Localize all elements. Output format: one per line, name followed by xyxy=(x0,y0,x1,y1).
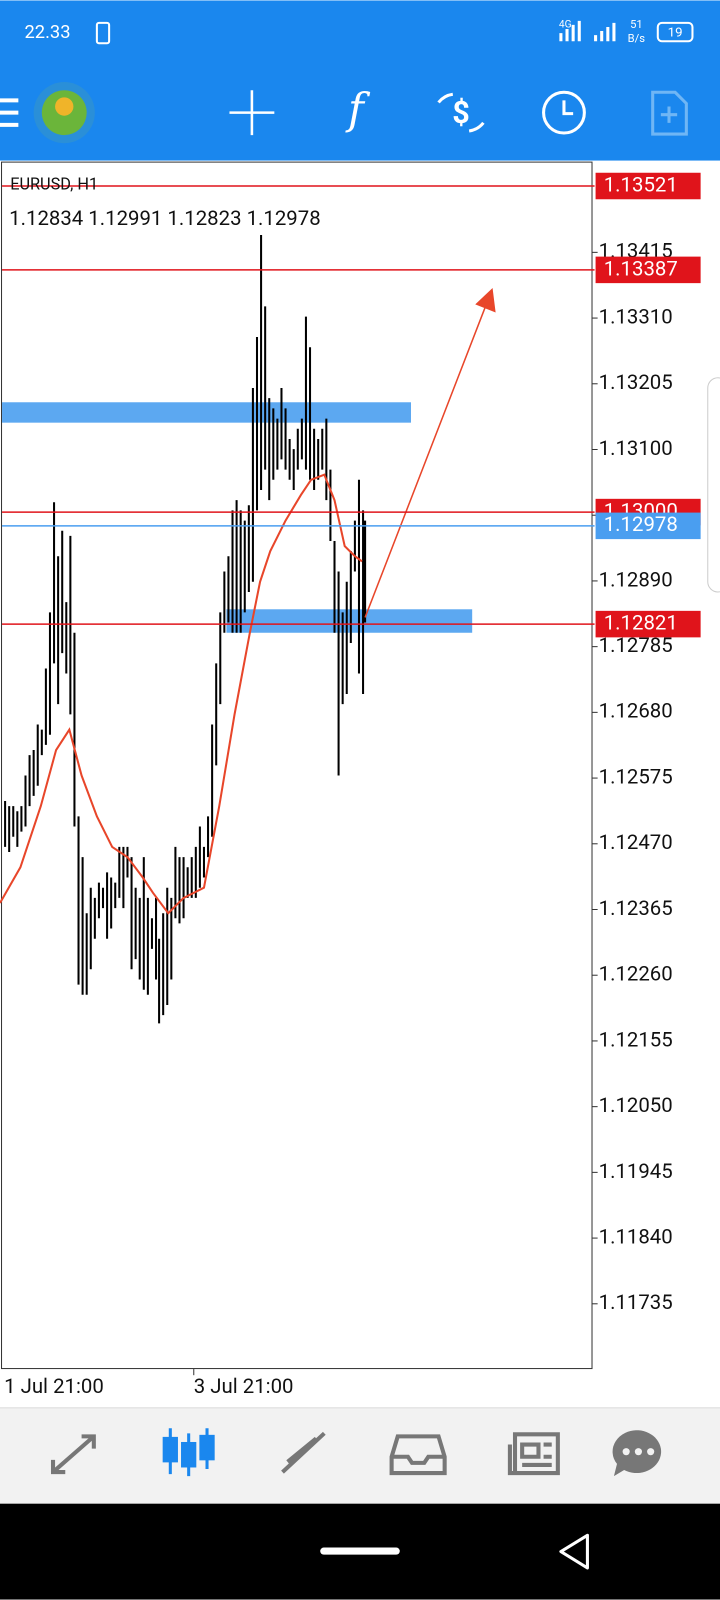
bottom-nav xyxy=(0,1407,720,1504)
history-tab[interactable] xyxy=(389,1434,447,1476)
status-network: 4G xyxy=(559,20,572,31)
level-tag xyxy=(595,512,701,540)
price-label: 1.13100 xyxy=(599,436,673,460)
news-tab[interactable] xyxy=(507,1432,560,1476)
app-bar xyxy=(0,0,720,161)
arrow-head xyxy=(475,288,496,313)
price-label: 1.11840 xyxy=(599,1224,673,1248)
home-button[interactable] xyxy=(320,1547,400,1555)
price-label: 1.12260 xyxy=(599,962,673,986)
time-label: 3 Jul 21:00 xyxy=(194,1374,294,1398)
price-bars xyxy=(4,235,367,1024)
battery-saver-icon xyxy=(95,21,111,45)
price-label: 1.12155 xyxy=(599,1027,673,1051)
level-tag xyxy=(595,256,701,284)
side-handle[interactable] xyxy=(707,377,720,593)
level-label: 1.12821 xyxy=(604,611,678,635)
status-time: 22.33 xyxy=(24,22,70,43)
price-label: 1.12575 xyxy=(599,764,673,788)
new-order-button[interactable] xyxy=(651,90,688,136)
chart-tab[interactable] xyxy=(162,1428,215,1477)
chart-area xyxy=(1,161,593,1370)
price-axis: 1.134151.133101.132051.131001.129951.128… xyxy=(591,239,673,1314)
price-label: 1.12050 xyxy=(599,1093,673,1117)
quotes-tab[interactable] xyxy=(50,1434,96,1475)
time-label: 1 Jul 21:00 xyxy=(4,1374,104,1398)
price-label: 1.12365 xyxy=(599,896,673,920)
back-button[interactable] xyxy=(559,1533,589,1570)
price-label: 1.13205 xyxy=(599,370,673,394)
crosshair-button[interactable] xyxy=(229,90,275,136)
status-speed: 51 xyxy=(630,18,643,31)
signal-icon xyxy=(559,20,616,42)
chart-ohlc: 1.12834 1.12991 1.12823 1.12978 xyxy=(9,206,320,230)
svg-text:$: $ xyxy=(452,96,470,131)
level-tag xyxy=(595,610,701,638)
moving-average xyxy=(0,473,363,915)
timeframe-button[interactable] xyxy=(542,90,586,135)
zone xyxy=(226,609,473,633)
objects-button[interactable]: $ xyxy=(437,92,485,133)
level-label: 1.12978 xyxy=(604,512,678,536)
trade-tab[interactable] xyxy=(281,1431,326,1474)
menu-button[interactable] xyxy=(0,98,19,127)
chat-tab[interactable] xyxy=(612,1430,662,1477)
zone xyxy=(2,402,411,423)
chart-symbol: EURUSD, H1 xyxy=(10,174,98,193)
battery-icon xyxy=(656,21,694,43)
price-label: 1.11945 xyxy=(599,1159,673,1183)
price-label: 1.12680 xyxy=(599,699,673,723)
battery-level: 19 xyxy=(668,26,683,41)
price-label: 1.13310 xyxy=(599,304,673,328)
status-speed-unit: B/s xyxy=(628,32,646,45)
level-tag xyxy=(595,172,701,200)
trend-arrow xyxy=(364,301,489,618)
price-label: 1.11735 xyxy=(599,1290,673,1314)
level-label: 1.13521 xyxy=(604,172,678,196)
level-label: 1.13387 xyxy=(604,256,678,280)
price-label: 1.12890 xyxy=(599,567,673,591)
price-label: 1.12470 xyxy=(599,830,673,854)
